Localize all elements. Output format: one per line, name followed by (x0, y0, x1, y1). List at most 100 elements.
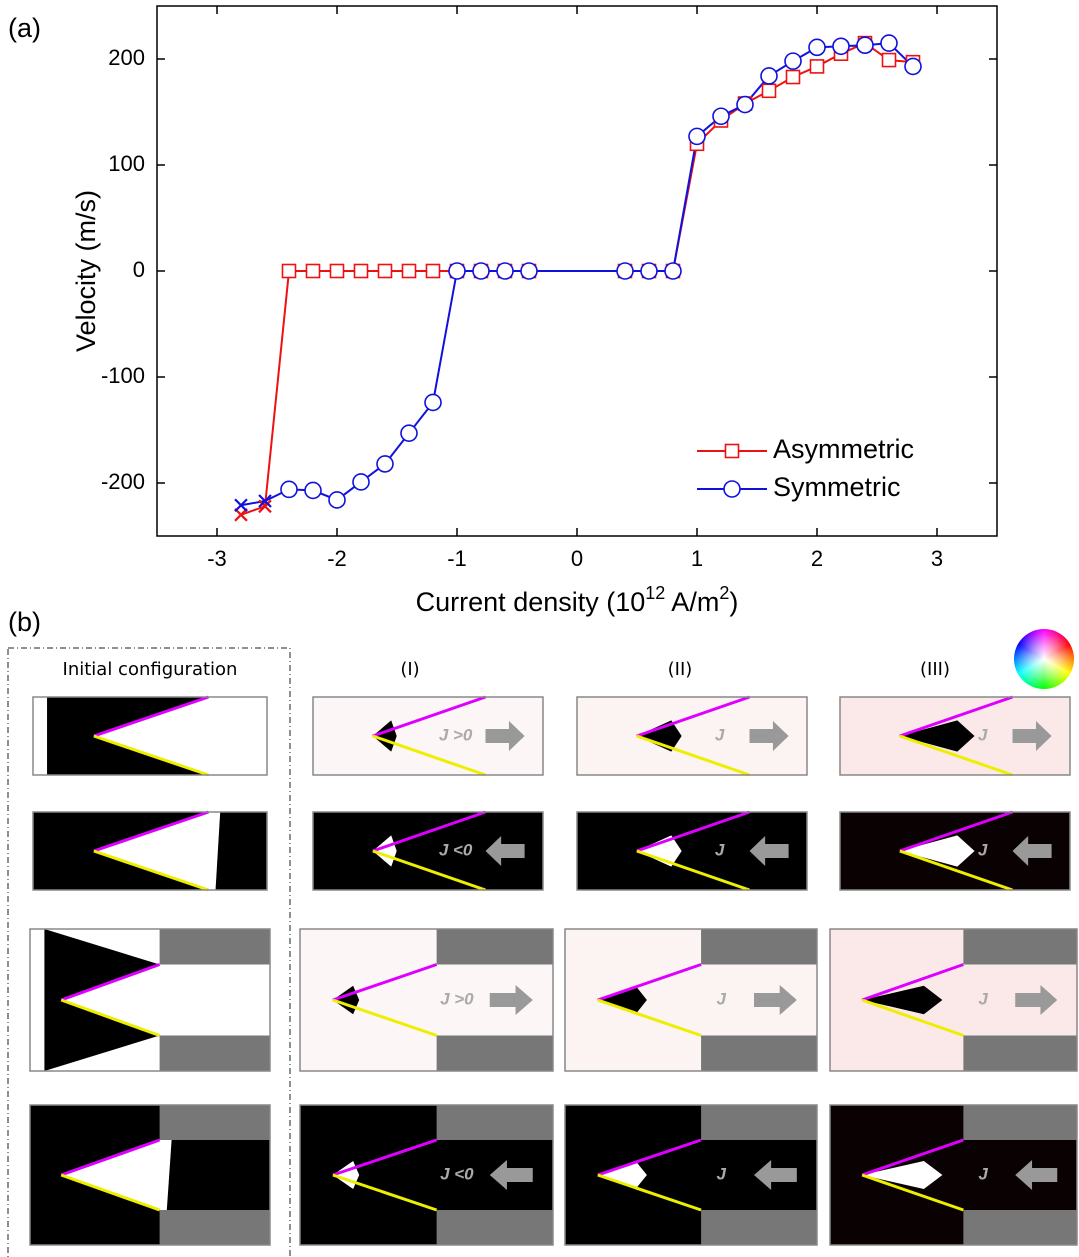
edge (636, 695, 750, 738)
y-tick-label: 100 (108, 151, 145, 176)
marker (712, 107, 730, 126)
edge (861, 1138, 964, 1177)
column-title: (III) (920, 659, 950, 680)
column-title: (II) (668, 659, 693, 680)
domain (862, 1161, 943, 1189)
snapshot: J (839, 810, 1071, 892)
domain (899, 835, 975, 867)
x-tick-label: -3 (207, 546, 227, 571)
constriction (701, 1035, 817, 1071)
edge (93, 810, 209, 853)
marker (880, 34, 898, 52)
marker (760, 67, 778, 85)
y-tick-label: -100 (101, 363, 145, 388)
edge (597, 998, 702, 1037)
snapshot-frame (564, 928, 818, 1072)
constriction (159, 1210, 270, 1245)
marker (424, 393, 442, 412)
edge (636, 810, 750, 853)
marker (258, 499, 272, 514)
snapshot-frame (839, 811, 1071, 891)
snapshot: J (564, 1104, 818, 1246)
snapshot-frame (576, 811, 808, 891)
y-tick-label: -200 (101, 469, 145, 494)
current-arrow (485, 721, 525, 751)
edge (861, 1173, 964, 1212)
edge (899, 695, 1013, 738)
x-tick-label: -1 (447, 546, 467, 571)
current-arrow (749, 721, 789, 751)
constriction (436, 1105, 553, 1140)
legend-label: Asymmetric (773, 434, 914, 464)
edge (372, 695, 486, 738)
snapshot: J >0 (299, 928, 554, 1072)
snapshot-frame (576, 696, 808, 776)
marker (281, 263, 297, 279)
domain (372, 720, 397, 752)
marker (353, 263, 369, 279)
snapshot: J (829, 928, 1078, 1072)
marker (401, 263, 417, 279)
constriction (436, 1210, 553, 1245)
current-label: J <0 (439, 840, 473, 859)
x-axis-label-part: 12 (645, 583, 665, 603)
domain (636, 720, 682, 752)
constriction (963, 1105, 1077, 1140)
marker (761, 83, 777, 99)
current-arrow (1015, 985, 1058, 1015)
constriction (701, 1105, 817, 1140)
current-label: J (715, 725, 725, 744)
x-axis-label-part: ) (729, 587, 738, 617)
edge (372, 810, 486, 853)
current-label: J >0 (439, 725, 473, 744)
marker (352, 473, 370, 491)
edge (597, 1173, 702, 1212)
snapshot-frame (312, 696, 544, 776)
marker (640, 262, 658, 280)
domain (636, 835, 682, 867)
snapshot: J (576, 695, 808, 777)
marker (832, 37, 850, 56)
x-axis-label-part: A/m (665, 587, 719, 617)
domain (61, 1140, 172, 1210)
marker (664, 262, 682, 280)
constriction (159, 929, 270, 965)
current-arrow (489, 985, 533, 1015)
snapshot: J >0 (312, 695, 544, 777)
x-tick-label: 0 (571, 546, 583, 571)
marker (305, 263, 321, 279)
current-arrow (749, 836, 789, 866)
constriction (159, 1035, 270, 1071)
color-wheel (1014, 629, 1074, 689)
edge (60, 963, 161, 1002)
domain (47, 697, 209, 775)
current-arrow (754, 985, 797, 1015)
legend-marker (724, 443, 740, 459)
domain (597, 985, 647, 1015)
marker (376, 455, 394, 473)
edge (372, 734, 486, 777)
snapshot-frame (564, 1104, 818, 1246)
snapshot-frame (839, 696, 1071, 776)
snapshot (32, 810, 268, 892)
marker (234, 498, 248, 513)
snapshot: J (829, 1104, 1078, 1246)
current-label: J (715, 840, 725, 859)
domain (44, 929, 160, 1071)
edge (372, 849, 486, 892)
current-label: J (978, 840, 988, 859)
marker (809, 59, 825, 74)
edge (332, 1138, 438, 1177)
constriction (436, 1035, 553, 1071)
y-tick-label: 0 (133, 257, 145, 282)
domain (899, 720, 975, 752)
edge (332, 963, 438, 1002)
edge (899, 734, 1013, 777)
current-arrow (1012, 721, 1052, 751)
marker (736, 95, 754, 114)
snapshot-frame (32, 696, 268, 776)
marker (784, 52, 802, 70)
snapshot: J (839, 695, 1071, 777)
